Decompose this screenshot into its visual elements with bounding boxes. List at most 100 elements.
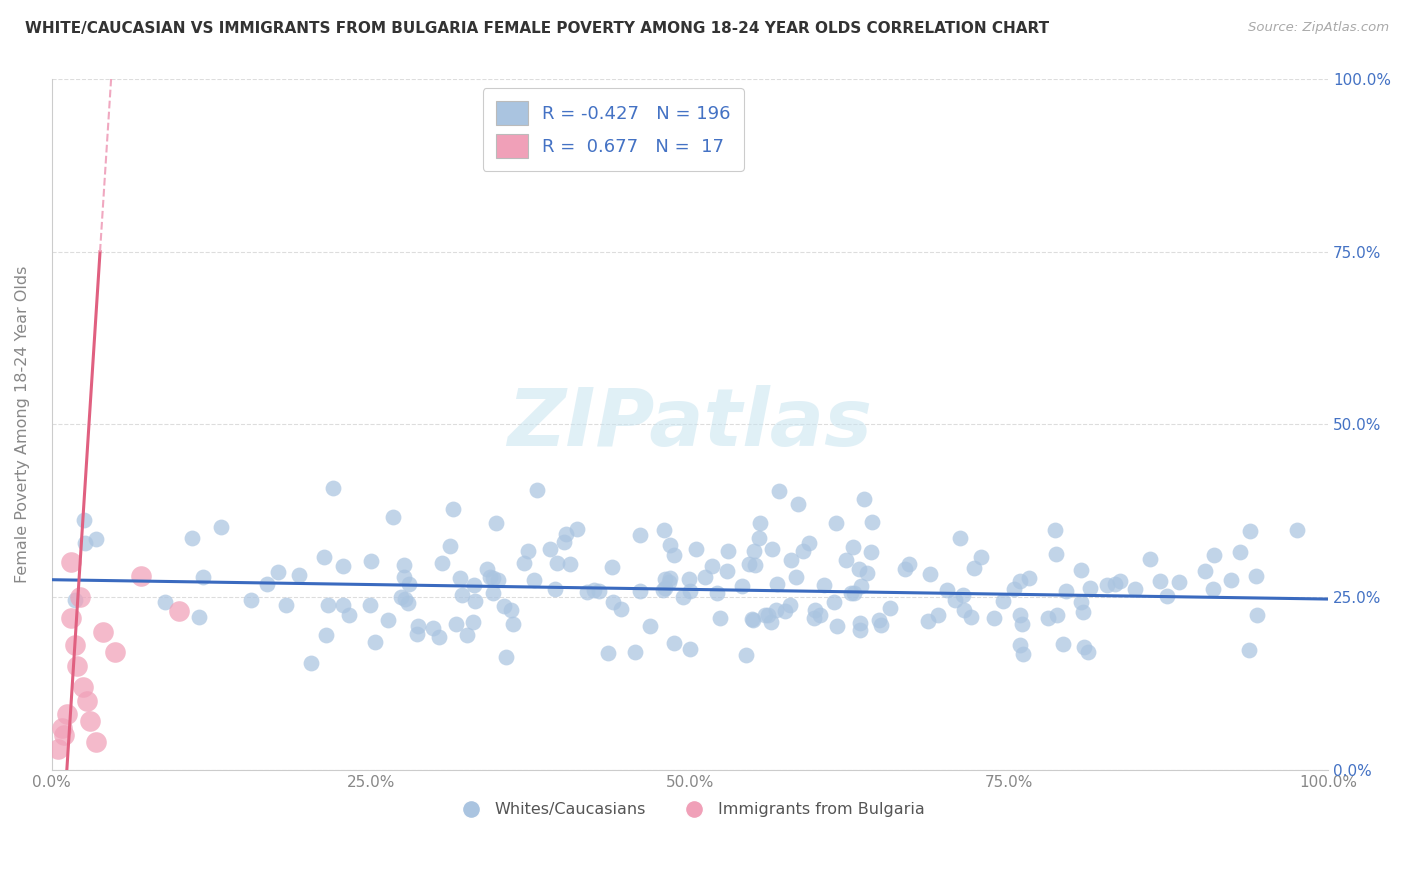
- Point: [731, 579, 754, 593]
- Point: [678, 583, 700, 598]
- Point: [1097, 578, 1119, 592]
- Point: [422, 621, 444, 635]
- Point: [544, 582, 567, 596]
- Point: [741, 613, 763, 627]
- Point: [960, 610, 983, 624]
- Point: [288, 568, 311, 582]
- Point: [1229, 545, 1251, 559]
- Point: [936, 583, 959, 598]
- Point: [803, 611, 825, 625]
- Y-axis label: Female Poverty Among 18-24 Year Olds: Female Poverty Among 18-24 Year Olds: [15, 266, 30, 583]
- Point: [359, 598, 381, 612]
- Point: [943, 592, 966, 607]
- Point: [485, 516, 508, 531]
- Point: [84, 735, 107, 749]
- Point: [651, 583, 673, 598]
- Point: [1054, 584, 1077, 599]
- Point: [322, 481, 344, 495]
- Point: [451, 588, 474, 602]
- Point: [879, 601, 901, 615]
- Point: [844, 586, 866, 600]
- Point: [332, 559, 354, 574]
- Point: [1011, 616, 1033, 631]
- Point: [66, 659, 89, 673]
- Point: [848, 562, 870, 576]
- Point: [869, 618, 891, 632]
- Point: [1285, 523, 1308, 537]
- Point: [76, 693, 98, 707]
- Point: [72, 680, 94, 694]
- Point: [382, 509, 405, 524]
- Point: [610, 602, 633, 616]
- Point: [1104, 577, 1126, 591]
- Point: [1010, 639, 1032, 653]
- Point: [1139, 552, 1161, 566]
- Point: [628, 584, 651, 599]
- Point: [773, 604, 796, 618]
- Point: [495, 649, 517, 664]
- Point: [59, 556, 82, 570]
- Point: [188, 610, 211, 624]
- Point: [849, 615, 872, 630]
- Point: [377, 613, 399, 627]
- Point: [153, 595, 176, 609]
- Point: [952, 588, 974, 602]
- Point: [104, 645, 127, 659]
- Point: [360, 554, 382, 568]
- Point: [582, 583, 605, 598]
- Point: [679, 641, 702, 656]
- Point: [717, 544, 740, 558]
- Point: [868, 613, 890, 627]
- Point: [73, 513, 96, 527]
- Point: [84, 533, 107, 547]
- Point: [59, 610, 82, 624]
- Point: [600, 560, 623, 574]
- Point: [1078, 581, 1101, 595]
- Point: [256, 576, 278, 591]
- Point: [337, 607, 360, 622]
- Point: [842, 540, 865, 554]
- Point: [274, 598, 297, 612]
- Point: [1246, 568, 1268, 582]
- Text: WHITE/CAUCASIAN VS IMMIGRANTS FROM BULGARIA FEMALE POVERTY AMONG 18-24 YEAR OLDS: WHITE/CAUCASIAN VS IMMIGRANTS FROM BULGA…: [25, 21, 1049, 36]
- Point: [46, 742, 69, 756]
- Point: [588, 583, 610, 598]
- Point: [56, 707, 79, 722]
- Point: [672, 591, 695, 605]
- Point: [949, 531, 972, 545]
- Point: [859, 545, 882, 559]
- Point: [823, 595, 845, 609]
- Point: [1002, 582, 1025, 596]
- Point: [741, 612, 763, 626]
- Point: [517, 544, 540, 558]
- Point: [79, 714, 101, 729]
- Point: [443, 502, 465, 516]
- Point: [316, 599, 339, 613]
- Point: [499, 603, 522, 617]
- Point: [364, 635, 387, 649]
- Point: [654, 572, 676, 586]
- Point: [209, 520, 232, 534]
- Point: [693, 570, 716, 584]
- Point: [779, 553, 801, 567]
- Point: [463, 615, 485, 630]
- Point: [555, 527, 578, 541]
- Point: [849, 579, 872, 593]
- Point: [1052, 637, 1074, 651]
- Point: [456, 627, 478, 641]
- Point: [768, 483, 790, 498]
- Point: [623, 645, 645, 659]
- Point: [51, 721, 73, 735]
- Point: [797, 536, 820, 550]
- Point: [464, 594, 486, 608]
- Point: [734, 648, 756, 663]
- Point: [839, 586, 862, 600]
- Point: [970, 549, 993, 564]
- Point: [835, 553, 858, 567]
- Point: [526, 483, 548, 497]
- Point: [1108, 574, 1130, 589]
- Point: [953, 603, 976, 617]
- Point: [167, 604, 190, 618]
- Point: [602, 595, 624, 609]
- Point: [748, 516, 770, 531]
